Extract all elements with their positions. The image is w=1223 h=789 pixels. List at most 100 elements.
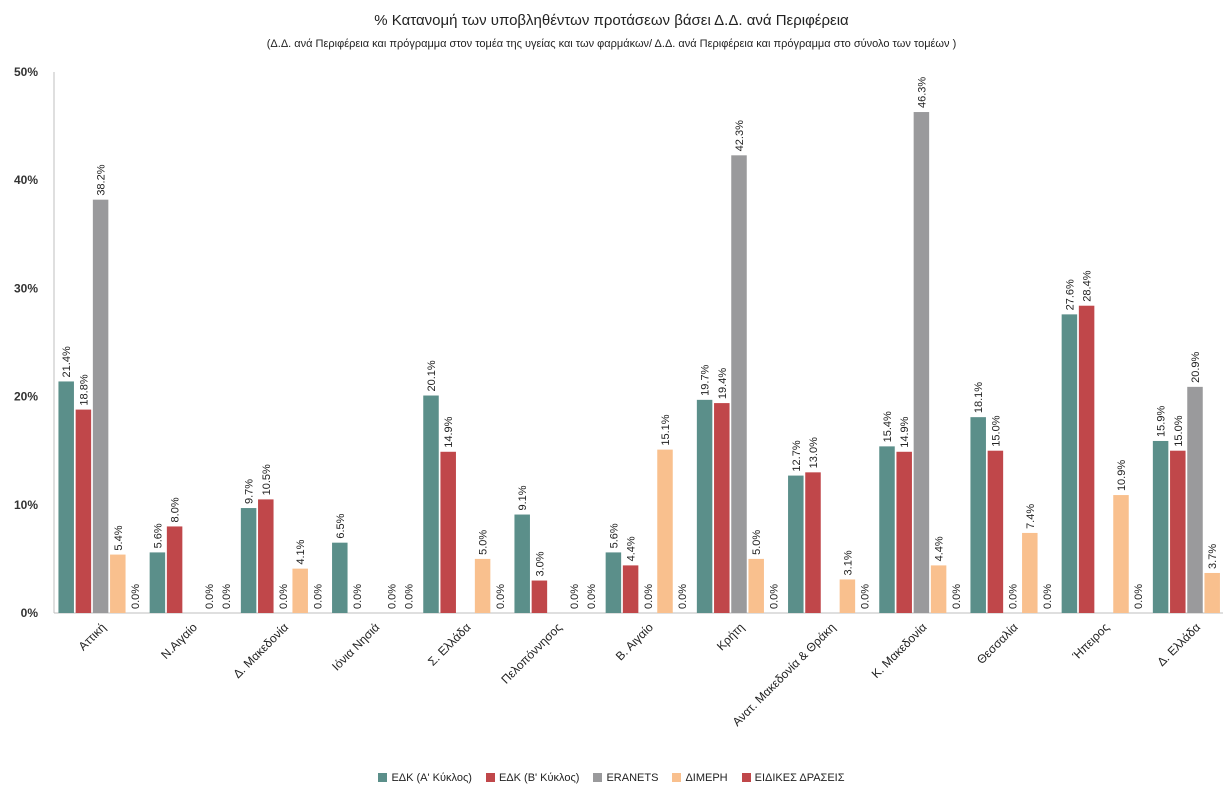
data-label: 15.0% xyxy=(1173,415,1185,446)
data-label: 0.0% xyxy=(204,584,216,609)
x-tick-label: Θεσσαλία xyxy=(974,620,1021,667)
data-label: 38.2% xyxy=(96,164,108,195)
bar xyxy=(839,579,856,613)
data-label: 9.7% xyxy=(244,479,256,504)
legend-swatch xyxy=(485,773,495,782)
data-label: 27.6% xyxy=(1064,279,1076,310)
bar xyxy=(474,558,491,613)
data-label: 3.7% xyxy=(1207,544,1219,569)
bar xyxy=(240,508,257,613)
y-tick-label: 30% xyxy=(14,281,38,295)
bar xyxy=(970,417,986,613)
data-label: 0.0% xyxy=(677,584,689,609)
data-label: 0.0% xyxy=(860,584,872,609)
data-label: 13.0% xyxy=(808,437,820,468)
bar xyxy=(258,499,274,613)
x-tick-label: Πελοπόννησος xyxy=(498,620,564,686)
legend-item: ΕΔΚ (Β' Κύκλος) xyxy=(485,772,580,784)
x-tick-label: Σ. Ελλάδα xyxy=(425,620,473,668)
data-label: 21.4% xyxy=(61,346,73,377)
x-tick-label: Δ. Μακεδονία xyxy=(230,620,291,681)
bar xyxy=(292,568,308,613)
legend-label: ΕΔΚ (Β' Κύκλος) xyxy=(498,772,580,784)
data-label: 15.1% xyxy=(660,414,672,445)
data-label: 15.4% xyxy=(882,411,894,442)
bar xyxy=(696,399,713,613)
legend-label: ΕΙΔΙΚΕΣ ΔΡΑΣΕΙΣ xyxy=(754,772,845,784)
data-label: 0.0% xyxy=(404,584,416,609)
y-tick-label: 20% xyxy=(14,390,38,404)
data-label: 0.0% xyxy=(352,584,364,609)
data-label: 10.5% xyxy=(261,464,273,495)
x-tick-label: Β. Αιγαίο xyxy=(613,620,656,663)
data-label: 0.0% xyxy=(951,584,963,609)
legend-item: ΕΔΚ (Α' Κύκλος) xyxy=(378,772,472,784)
data-label: 0.0% xyxy=(569,584,581,609)
bar xyxy=(1113,495,1129,613)
data-label: 3.1% xyxy=(842,550,854,575)
data-label: 7.4% xyxy=(1025,504,1037,529)
data-label: 0.0% xyxy=(768,584,780,609)
data-label: 0.0% xyxy=(643,584,655,609)
data-label: 4.4% xyxy=(934,536,946,561)
legend-swatch xyxy=(741,773,751,782)
bar xyxy=(1061,314,1078,613)
data-label: 20.1% xyxy=(426,360,438,391)
data-label: 42.3% xyxy=(734,120,746,151)
x-tick-label: Αττική xyxy=(76,620,109,653)
data-label: 18.1% xyxy=(973,382,985,413)
data-label: 0.0% xyxy=(221,584,233,609)
bar xyxy=(896,451,912,613)
bar xyxy=(788,475,804,613)
bar xyxy=(657,449,673,613)
bar xyxy=(1152,440,1169,613)
bar xyxy=(987,450,1004,613)
bar xyxy=(514,514,530,613)
data-label: 46.3% xyxy=(916,77,928,108)
data-label: 5.0% xyxy=(751,530,763,555)
data-label: 5.6% xyxy=(152,523,164,548)
data-label: 14.9% xyxy=(899,416,911,447)
bar xyxy=(110,554,126,613)
bar xyxy=(930,565,947,613)
legend-swatch xyxy=(378,773,388,782)
data-label: 10.9% xyxy=(1116,460,1128,491)
bar xyxy=(92,199,109,613)
bar xyxy=(879,446,895,613)
chart-subtitle: (Δ.Δ. ανά Περιφέρεια και πρόγραμμα στον … xyxy=(266,38,957,50)
chart-title: % Κατανομή των υποβληθέντων προτάσεων βά… xyxy=(374,12,849,29)
x-tick-label: Δ. Ελλάδα xyxy=(1154,620,1203,669)
bar xyxy=(731,155,747,613)
bar xyxy=(1204,572,1220,613)
data-label: 8.0% xyxy=(170,497,182,522)
data-label: 0.0% xyxy=(495,584,507,609)
x-tick-label: Ν.Αιγαίο xyxy=(158,620,200,662)
x-tick-label: Κ. Μακεδονία xyxy=(869,620,930,681)
bar xyxy=(531,580,548,613)
data-label: 0.0% xyxy=(312,584,324,609)
legend-swatch xyxy=(672,773,682,782)
data-label: 6.5% xyxy=(335,513,347,538)
data-label: 28.4% xyxy=(1082,270,1094,301)
bar xyxy=(440,451,456,613)
data-label: 0.0% xyxy=(1042,584,1054,609)
bar xyxy=(748,558,764,613)
chart-legend: ΕΔΚ (Α' Κύκλος) ΕΔΚ (Β' Κύκλος) ERANETS ΔΙΜ… xyxy=(0,772,1223,784)
y-tick-label: 0% xyxy=(21,606,39,620)
bar xyxy=(423,395,439,613)
data-label: 0.0% xyxy=(130,584,142,609)
data-label: 0.0% xyxy=(278,584,290,609)
data-label: 0.0% xyxy=(586,584,598,609)
legend-item: ΕΙΔΙΚΕΣ ΔΡΑΣΕΙΣ xyxy=(741,772,845,784)
data-label: 20.9% xyxy=(1190,351,1202,382)
legend-label: ΔΙΜΕΡΗ xyxy=(685,772,728,784)
data-label: 5.6% xyxy=(608,523,620,548)
bar xyxy=(1187,386,1203,613)
bar xyxy=(149,552,166,613)
data-label: 19.4% xyxy=(717,368,729,399)
x-tick-label: Ιόνια Νησιά xyxy=(329,620,382,673)
data-label: 14.9% xyxy=(443,416,455,447)
data-label: 0.0% xyxy=(1133,584,1145,609)
x-tick-label: Κρήτη xyxy=(714,620,747,653)
